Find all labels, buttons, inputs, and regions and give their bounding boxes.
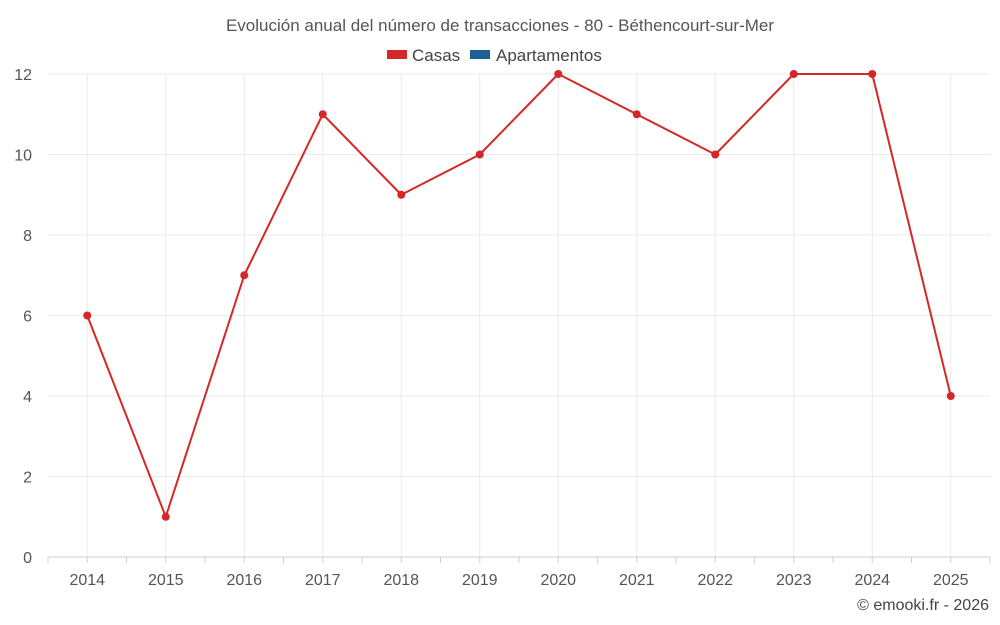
data-point-casas[interactable] bbox=[397, 190, 406, 199]
x-tick-label: 2019 bbox=[462, 572, 498, 589]
x-tick-label: 2017 bbox=[305, 572, 341, 589]
y-tick-label: 4 bbox=[23, 389, 32, 406]
data-point-casas[interactable] bbox=[240, 271, 249, 280]
data-point-casas[interactable] bbox=[554, 70, 563, 78]
legend-swatch-apartamentos bbox=[470, 50, 490, 59]
x-tick-label: 2023 bbox=[776, 572, 812, 589]
data-point-casas[interactable] bbox=[632, 110, 641, 119]
data-point-casas[interactable] bbox=[789, 70, 798, 78]
y-tick-label: 12 bbox=[14, 67, 32, 84]
data-point-casas[interactable] bbox=[868, 70, 877, 78]
y-tick-label: 10 bbox=[14, 148, 32, 165]
x-tick-label: 2018 bbox=[383, 572, 419, 589]
credit-text: © emooki.fr - 2026 bbox=[857, 597, 989, 614]
grid bbox=[48, 73, 990, 557]
y-tick-label: 8 bbox=[23, 228, 32, 245]
axes: 0 2 4 6 8 10 12 2014 2015 2016 2017 2018 2019 2020 202… bbox=[14, 67, 991, 589]
x-tick-label: 2025 bbox=[933, 572, 969, 589]
x-tick-label: 2020 bbox=[540, 572, 576, 589]
data-point-casas[interactable] bbox=[83, 311, 92, 320]
legend-label-apartamentos[interactable]: Apartamentos bbox=[496, 46, 602, 65]
x-tick-label: 2016 bbox=[226, 572, 262, 589]
series-layer bbox=[83, 70, 955, 521]
x-tick-label: 2024 bbox=[854, 572, 890, 589]
data-point-casas[interactable] bbox=[946, 392, 955, 400]
x-tick-label: 2021 bbox=[619, 572, 655, 589]
data-point-casas[interactable] bbox=[475, 150, 484, 159]
y-tick-label: 0 bbox=[23, 550, 32, 567]
legend-label-casas[interactable]: Casas bbox=[412, 46, 460, 65]
x-tick-label: 2014 bbox=[69, 572, 105, 589]
legend-swatch-casas bbox=[387, 50, 407, 59]
data-point-casas[interactable] bbox=[711, 150, 720, 159]
data-point-casas[interactable] bbox=[161, 512, 170, 521]
x-tick-label: 2015 bbox=[148, 572, 184, 589]
y-tick-label: 6 bbox=[23, 309, 32, 326]
x-tick-label: 2022 bbox=[697, 572, 733, 589]
chart-title: Evolución anual del número de transaccio… bbox=[226, 16, 774, 35]
y-tick-label: 2 bbox=[23, 470, 32, 487]
data-point-casas[interactable] bbox=[318, 110, 327, 119]
legend: Casas Apartamentos bbox=[387, 46, 602, 65]
series-line-casas bbox=[86, 73, 952, 518]
